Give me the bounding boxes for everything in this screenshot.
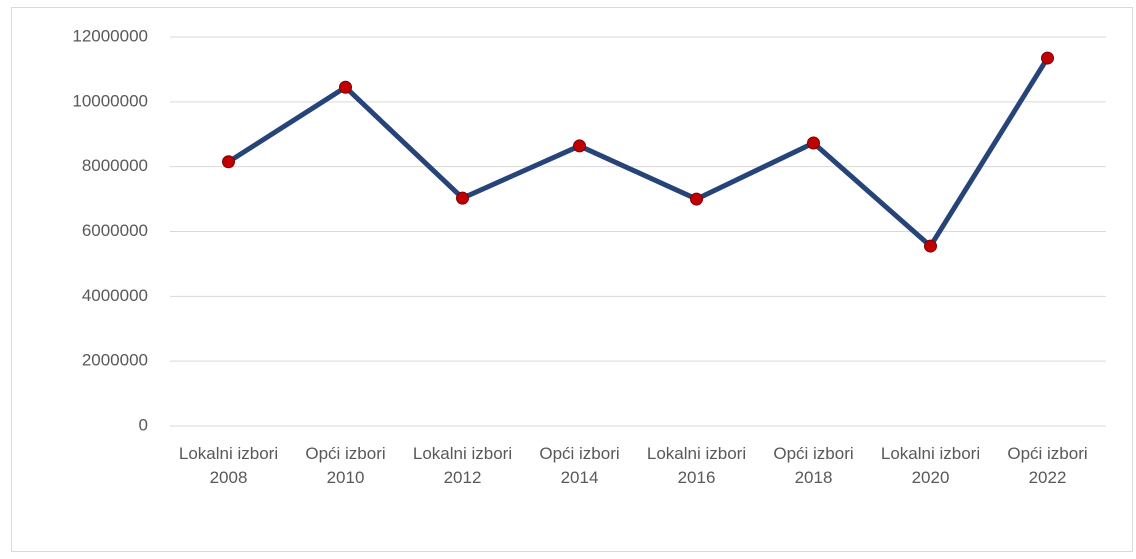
y-tick-label: 4000000 xyxy=(82,286,148,305)
y-tick-label: 10000000 xyxy=(72,91,148,110)
line xyxy=(227,56,1050,249)
marker xyxy=(807,136,820,150)
marker xyxy=(924,239,937,253)
marker xyxy=(690,192,703,206)
x-tick-label: Opći izbori 2022 xyxy=(1007,444,1088,487)
marker xyxy=(339,80,352,94)
marker xyxy=(1041,51,1054,65)
x-tick-label: Opći izbori 2018 xyxy=(773,444,854,487)
y-tick-label: 2000000 xyxy=(82,351,148,370)
x-tick-label: Opći izbori 2014 xyxy=(539,444,620,487)
x-tick-label: Lokalni izbori 2012 xyxy=(412,444,513,487)
x-tick-label: Lokalni izbori 2008 xyxy=(178,444,279,487)
chart-border xyxy=(11,7,1133,552)
x-tick-label: Lokalni izbori 2020 xyxy=(880,444,981,487)
marker xyxy=(456,191,469,205)
y-tick-label: 6000000 xyxy=(82,221,148,240)
y-tick-label: 12000000 xyxy=(72,26,148,45)
marker xyxy=(222,155,235,169)
x-tick-label: Lokalni izbori 2016 xyxy=(646,444,747,487)
y-tick-label: 8000000 xyxy=(82,156,148,175)
marker xyxy=(573,139,586,153)
x-tick-label: Opći izbori 2010 xyxy=(305,444,386,487)
y-tick-label: 0 xyxy=(139,415,148,434)
